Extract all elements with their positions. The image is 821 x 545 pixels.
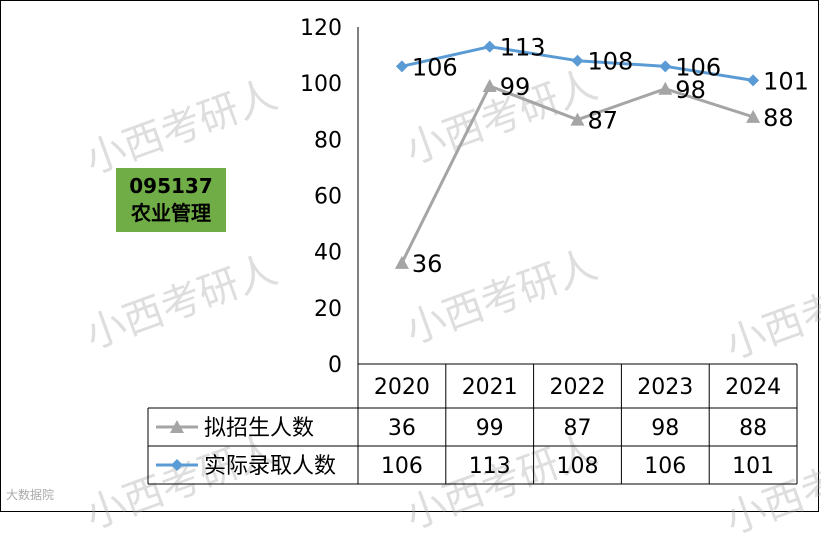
- table-cell-value: 98: [651, 416, 679, 441]
- data-point-triangle: [570, 112, 585, 126]
- y-tick-label: 60: [314, 185, 342, 210]
- table-cell-value: 108: [557, 454, 599, 479]
- data-point-diamond: [571, 54, 584, 67]
- data-label: 113: [500, 34, 546, 62]
- y-tick-label: 20: [314, 297, 342, 322]
- table-cell-value: 106: [381, 454, 423, 479]
- table-cell-value: 88: [739, 416, 767, 441]
- data-label: 36: [412, 250, 443, 278]
- x-category-label: 2023: [637, 375, 693, 400]
- program-code: 095137: [129, 174, 213, 198]
- y-tick-label: 100: [300, 72, 342, 97]
- legend-series-name: 实际录取人数: [204, 454, 336, 479]
- y-tick-label: 80: [314, 128, 342, 153]
- y-tick-label: 40: [314, 241, 342, 266]
- x-category-label: 2024: [725, 375, 781, 400]
- table-cell-value: 113: [469, 454, 511, 479]
- table-cell-value: 99: [476, 416, 504, 441]
- data-label: 98: [675, 76, 706, 104]
- legend-series-name: 拟招生人数: [204, 416, 314, 441]
- data-point-triangle: [482, 78, 497, 92]
- data-point-diamond: [483, 40, 496, 53]
- legend-marker-triangle: [170, 420, 184, 433]
- data-label: 108: [588, 48, 634, 76]
- data-point-diamond: [659, 60, 672, 73]
- data-point-triangle: [658, 81, 673, 95]
- program-label-box: 095137 农业管理: [116, 168, 226, 232]
- data-label: 88: [763, 104, 794, 132]
- series-line: [400, 84, 754, 264]
- legend-marker-diamond: [171, 459, 183, 471]
- chart-frame: [0, 0, 819, 512]
- y-tick-label: 0: [328, 353, 342, 378]
- line-chart: 0 20 40 60 80 100 120 2020 2021 2022 2023 2024 拟招生人数…: [147, 16, 809, 485]
- footer-logo: 大数据院: [6, 488, 55, 502]
- data-label: 87: [588, 107, 619, 135]
- x-category-label: 2022: [550, 375, 606, 400]
- x-category-label: 2020: [374, 375, 430, 400]
- table-cell-value: 106: [644, 454, 686, 479]
- data-label: 101: [763, 67, 809, 95]
- table-cell-value: 101: [732, 454, 774, 479]
- data-label: 99: [500, 73, 531, 101]
- table-cell-value: 87: [564, 416, 592, 441]
- x-category-label: 2021: [462, 375, 518, 400]
- data-point-triangle: [746, 109, 761, 123]
- program-name: 农业管理: [131, 201, 211, 225]
- table-cell-value: 36: [388, 416, 416, 441]
- data-point-triangle: [394, 255, 409, 269]
- y-tick-label: 120: [300, 16, 342, 41]
- data-label: 106: [412, 53, 458, 81]
- data-label: 106: [675, 53, 721, 81]
- data-point-diamond: [747, 74, 760, 87]
- data-point-diamond: [395, 60, 408, 73]
